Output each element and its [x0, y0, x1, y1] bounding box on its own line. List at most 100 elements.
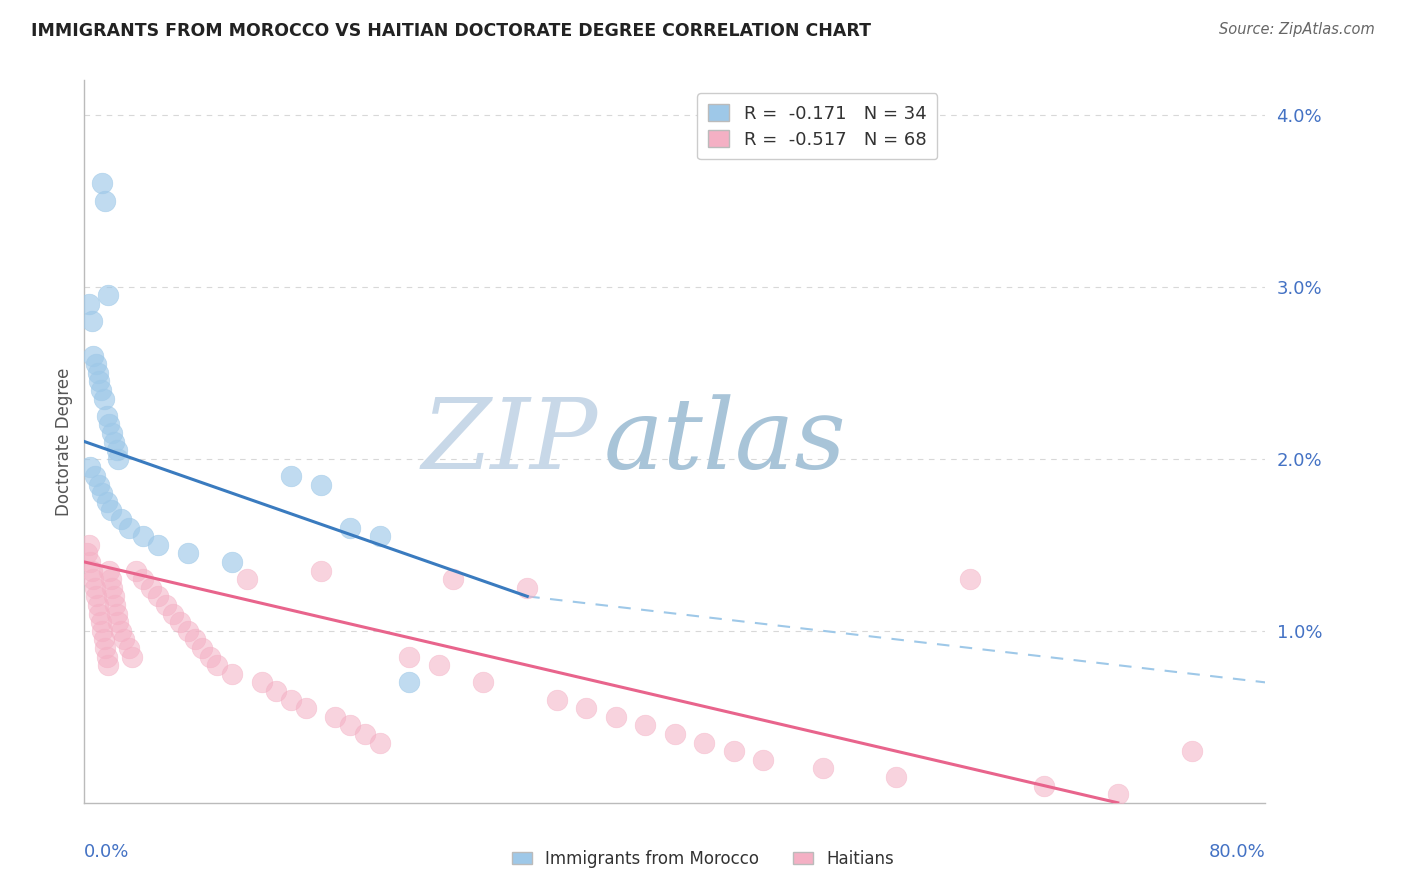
Point — [198, 649, 221, 664]
Point — [84, 357, 107, 371]
Point — [250, 675, 273, 690]
Point — [76, 546, 98, 560]
Point — [103, 434, 125, 449]
Point — [101, 581, 124, 595]
Point — [107, 615, 129, 630]
Point — [886, 770, 908, 784]
Point — [723, 744, 745, 758]
Point — [104, 598, 127, 612]
Point — [98, 564, 121, 578]
Point — [664, 727, 686, 741]
Point — [87, 374, 111, 388]
Point — [339, 520, 361, 534]
Text: IMMIGRANTS FROM MOROCCO VS HAITIAN DOCTORATE DEGREE CORRELATION CHART: IMMIGRANTS FROM MOROCCO VS HAITIAN DOCTO… — [31, 22, 870, 40]
Point — [236, 572, 259, 586]
Point — [398, 675, 420, 690]
Point — [546, 692, 568, 706]
Point — [959, 572, 981, 586]
Point — [86, 598, 108, 612]
Point — [132, 572, 155, 586]
Point — [118, 640, 141, 655]
Point — [79, 460, 101, 475]
Point — [93, 632, 115, 647]
Point — [97, 288, 120, 302]
Point — [77, 538, 100, 552]
Point — [91, 177, 114, 191]
Point — [191, 640, 214, 655]
Point — [693, 735, 716, 749]
Point — [207, 658, 229, 673]
Text: 0.0%: 0.0% — [84, 843, 129, 861]
Point — [221, 555, 243, 569]
Point — [605, 710, 627, 724]
Point — [83, 469, 105, 483]
Point — [103, 590, 125, 604]
Point — [221, 666, 243, 681]
Point — [105, 607, 128, 621]
Point — [86, 366, 108, 380]
Point — [91, 486, 114, 500]
Point — [368, 529, 391, 543]
Point — [82, 349, 104, 363]
Point — [77, 297, 100, 311]
Legend: R =  -0.171   N = 34, R =  -0.517   N = 68: R = -0.171 N = 34, R = -0.517 N = 68 — [697, 93, 938, 160]
Point — [325, 710, 347, 724]
Point — [101, 425, 124, 440]
Point — [177, 546, 200, 560]
Point — [169, 615, 191, 630]
Point — [125, 564, 148, 578]
Point — [516, 581, 538, 595]
Point — [752, 753, 775, 767]
Point — [110, 512, 132, 526]
Point — [105, 443, 128, 458]
Point — [118, 520, 141, 534]
Text: ZIP: ZIP — [422, 394, 598, 489]
Point — [162, 607, 184, 621]
Point — [427, 658, 450, 673]
Point — [98, 417, 121, 432]
Point — [148, 590, 170, 604]
Point — [1107, 787, 1129, 801]
Point — [100, 503, 122, 517]
Point — [472, 675, 495, 690]
Point — [80, 564, 103, 578]
Point — [184, 632, 207, 647]
Y-axis label: Doctorate Degree: Doctorate Degree — [55, 368, 73, 516]
Point — [87, 607, 111, 621]
Point — [97, 658, 120, 673]
Text: Source: ZipAtlas.com: Source: ZipAtlas.com — [1219, 22, 1375, 37]
Point — [82, 572, 104, 586]
Point — [177, 624, 200, 638]
Point — [93, 392, 115, 406]
Text: 80.0%: 80.0% — [1209, 843, 1265, 861]
Point — [132, 529, 155, 543]
Point — [121, 649, 143, 664]
Point — [354, 727, 377, 741]
Point — [94, 640, 117, 655]
Point — [112, 632, 135, 647]
Point — [280, 469, 302, 483]
Point — [309, 477, 332, 491]
Point — [398, 649, 420, 664]
Point — [87, 477, 111, 491]
Point — [575, 701, 598, 715]
Point — [94, 194, 117, 208]
Point — [339, 718, 361, 732]
Point — [91, 624, 114, 638]
Text: atlas: atlas — [605, 394, 846, 489]
Point — [280, 692, 302, 706]
Point — [90, 383, 112, 397]
Point — [80, 314, 103, 328]
Point — [139, 581, 162, 595]
Point — [155, 598, 177, 612]
Point — [368, 735, 391, 749]
Point — [309, 564, 332, 578]
Point — [1033, 779, 1056, 793]
Point — [811, 761, 834, 775]
Point — [96, 409, 118, 423]
Point — [1181, 744, 1204, 758]
Point — [100, 572, 122, 586]
Point — [634, 718, 657, 732]
Point — [148, 538, 170, 552]
Legend: Immigrants from Morocco, Haitians: Immigrants from Morocco, Haitians — [506, 844, 900, 875]
